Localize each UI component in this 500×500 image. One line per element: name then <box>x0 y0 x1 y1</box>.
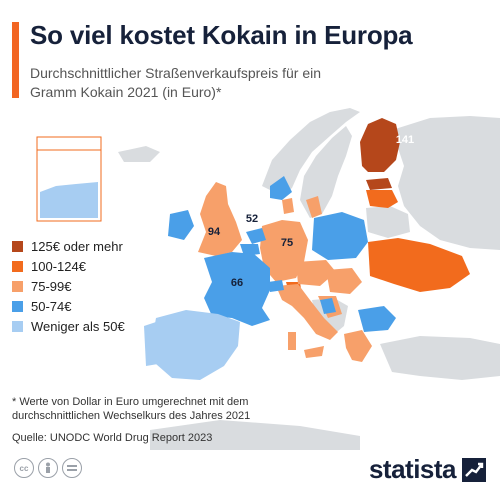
legend-swatch <box>12 320 23 332</box>
legend-label: Weniger als 50€ <box>31 318 125 334</box>
title-accent-bar <box>12 22 19 98</box>
legend-swatch <box>12 280 23 292</box>
legend-label: 50-74€ <box>31 298 72 314</box>
country-ukraine <box>368 238 470 292</box>
label-germany: 75 <box>281 237 293 249</box>
country-denmark <box>282 198 294 214</box>
label-netherlands: 52 <box>246 213 258 225</box>
country-netherlands <box>246 228 266 244</box>
nd-icon[interactable] <box>62 458 82 478</box>
country-greece <box>344 330 372 362</box>
page-title: So viel kostet Kokain in Europa <box>30 20 413 50</box>
source-link[interactable]: Quelle: UNODC World Drug Report 2023 <box>12 432 213 444</box>
legend-item: Weniger als 50€ <box>12 316 125 336</box>
country-ireland <box>168 210 194 240</box>
page-subtitle: Durchschnittlicher Straßenverkaufspreis … <box>30 65 322 100</box>
country-hungary <box>326 268 362 294</box>
country-finland <box>360 118 400 172</box>
legend-swatch <box>12 300 23 312</box>
country-sweden-south <box>306 196 322 218</box>
legend-label: 100-124€ <box>31 258 86 274</box>
label-uk: 94 <box>208 226 221 238</box>
legend-swatch <box>12 240 23 252</box>
brand-name: statista <box>368 454 457 484</box>
country-russia <box>392 116 500 250</box>
cc-icon[interactable]: cc <box>14 458 34 478</box>
country-norway-south <box>270 176 292 200</box>
legend-item: 50-74€ <box>12 296 125 316</box>
legend-item: 100-124€ <box>12 256 125 276</box>
statista-logo-icon <box>462 457 486 482</box>
country-germany <box>260 220 308 282</box>
country-iceland <box>118 146 160 162</box>
country-belgium <box>240 244 260 256</box>
legend-label: 125€ oder mehr <box>31 238 123 254</box>
europe-map: 141 94 52 75 66 <box>118 108 500 450</box>
footnote: * Werte von Dollar in Euro umgerechnet m… <box>12 396 251 422</box>
legend-swatch <box>12 260 23 272</box>
country-bulgaria <box>320 298 336 314</box>
country-czech-austria <box>296 260 336 286</box>
country-north-africa <box>150 420 360 450</box>
country-sweden <box>300 126 352 218</box>
label-france: 66 <box>231 277 243 289</box>
license-icons: cc <box>14 458 82 478</box>
country-latvia-lithuania <box>366 190 398 208</box>
legend: 125€ oder mehr 100-124€ 75-99€ 50-74€ We… <box>12 236 125 336</box>
inset-frame <box>36 136 102 222</box>
country-turkey <box>380 336 500 380</box>
legend-item: 125€ oder mehr <box>12 236 125 256</box>
statista-brand[interactable]: statista <box>369 454 486 485</box>
country-romania <box>358 306 396 332</box>
by-icon[interactable] <box>38 458 58 478</box>
country-sardinia <box>288 332 296 350</box>
country-italy <box>276 284 338 340</box>
country-norway <box>262 108 360 196</box>
legend-label: 75-99€ <box>31 278 72 294</box>
country-belarus <box>366 206 410 238</box>
country-poland <box>312 212 368 260</box>
inset-landmass <box>40 182 98 218</box>
legend-item: 75-99€ <box>12 276 125 296</box>
country-portugal <box>144 322 158 366</box>
country-sicily <box>304 346 324 358</box>
country-spain <box>152 310 240 380</box>
label-finland: 141 <box>396 134 414 146</box>
country-uk <box>198 182 242 256</box>
country-france <box>204 252 270 326</box>
country-switzerland <box>268 280 284 292</box>
country-estonia <box>366 178 392 190</box>
malta-inset-map <box>36 136 102 222</box>
